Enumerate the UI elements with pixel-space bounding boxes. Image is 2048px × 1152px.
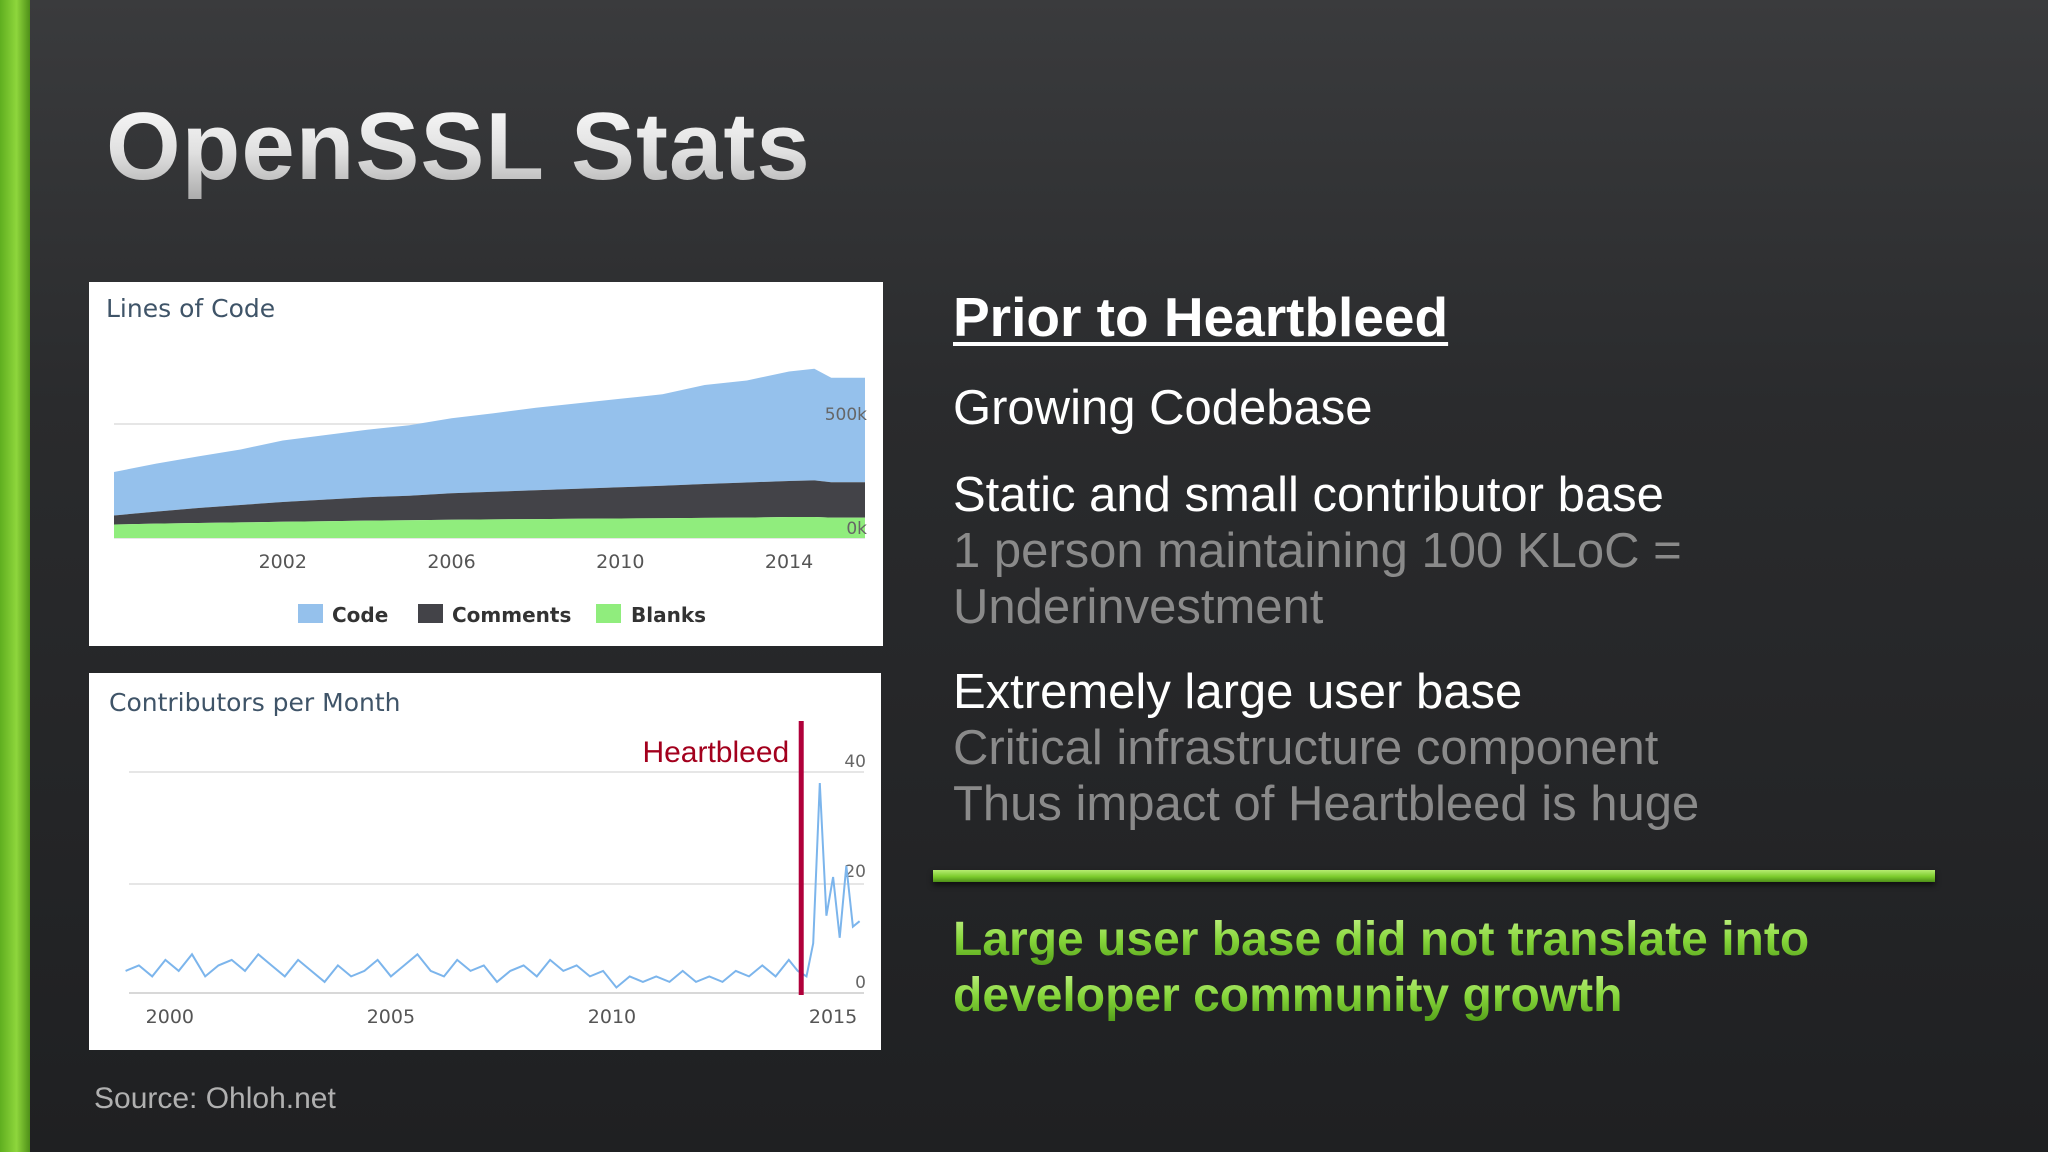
contributors-chart: Contributors per Month 40 20 0 Heartblee… <box>89 673 881 1050</box>
loc-area-code <box>114 368 865 516</box>
accent-bar <box>0 0 30 1152</box>
point-userbase-detail-2: Thus impact of Heartbleed is huge <box>953 777 1700 831</box>
legend-label-comments[interactable]: Comments <box>452 603 571 627</box>
point-growing-codebase: Growing Codebase <box>953 381 1373 435</box>
point-contributor-detail-1: 1 person maintaining 100 KLoC = <box>953 524 1682 578</box>
loc-xtick-2010: 2010 <box>596 551 644 573</box>
point-userbase-detail-1: Critical infrastructure component <box>953 721 1659 775</box>
contributors-svg: Contributors per Month 40 20 0 Heartblee… <box>109 688 866 1028</box>
loc-xtick-2014: 2014 <box>765 551 813 573</box>
legend-swatch-code <box>298 604 323 623</box>
contrib-xtick-group: 2000 2005 2010 2015 <box>146 1006 858 1028</box>
point-contributor-detail-2: Underinvestment <box>953 580 1324 634</box>
loc-area-comments <box>114 480 865 525</box>
legend-swatch-blanks <box>596 604 621 623</box>
contributors-series-line <box>125 783 861 989</box>
contrib-xtick-2010: 2010 <box>588 1006 636 1028</box>
loc-chart-title: Lines of Code <box>106 294 275 323</box>
section-heading: Prior to Heartbleed <box>953 286 1449 348</box>
contrib-xtick-2015: 2015 <box>809 1006 857 1028</box>
legend-label-code[interactable]: Code <box>332 603 388 627</box>
contrib-ytick-0: 0 <box>855 973 866 993</box>
conclusion-line-2: developer community growth <box>953 969 1623 1022</box>
heartbleed-label: Heartbleed <box>642 736 789 769</box>
source-note: Source: Ohloh.net <box>94 1082 336 1115</box>
contrib-xtick-2005: 2005 <box>367 1006 415 1028</box>
slide-title: OpenSSL Stats <box>106 93 811 200</box>
contrib-xtick-2000: 2000 <box>146 1006 194 1028</box>
contrib-ytick-40: 40 <box>844 752 866 772</box>
contrib-ytick-20: 20 <box>844 862 866 882</box>
legend-label-blanks[interactable]: Blanks <box>631 603 706 627</box>
lines-of-code-chart: Lines of Code 500k 0k 2002 2006 2010 201… <box>89 282 883 646</box>
loc-xtick-2002: 2002 <box>259 551 307 573</box>
point-contributor-title: Static and small contributor base <box>953 468 1664 522</box>
loc-area-blanks <box>114 517 865 538</box>
contrib-chart-title: Contributors per Month <box>109 688 401 717</box>
loc-area-group <box>114 368 865 538</box>
loc-legend[interactable]: Code Comments Blanks <box>298 603 706 627</box>
lines-of-code-svg: Lines of Code 500k 0k 2002 2006 2010 201… <box>106 294 867 627</box>
legend-swatch-comments <box>418 604 443 623</box>
section-divider <box>933 870 1935 882</box>
conclusion-line-1: Large user base did not translate into <box>953 913 1810 966</box>
loc-xtick-2006: 2006 <box>427 551 475 573</box>
loc-ytick-0k: 0k <box>846 519 867 539</box>
point-userbase-title: Extremely large user base <box>953 665 1523 719</box>
loc-ytick-500k: 500k <box>825 405 867 425</box>
loc-xtick-group: 2002 2006 2010 2014 <box>259 551 814 573</box>
